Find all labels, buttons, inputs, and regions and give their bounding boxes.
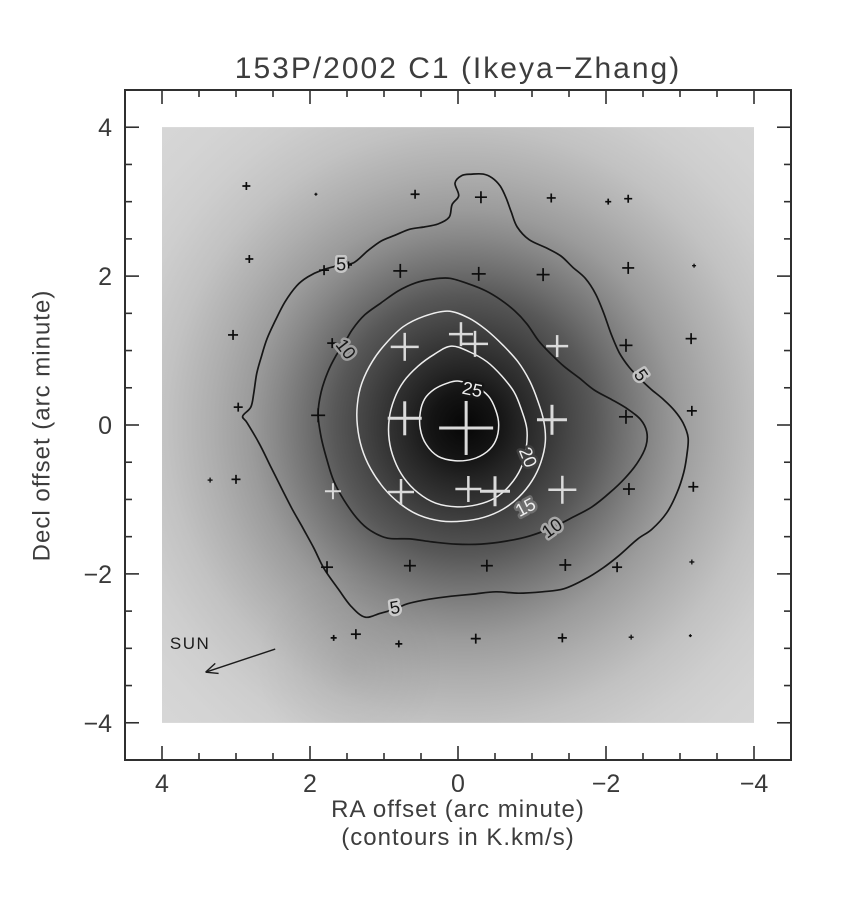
data-point-cross — [207, 477, 213, 483]
data-point-cross — [686, 405, 697, 416]
grayscale-map — [162, 127, 754, 723]
data-point-cross — [692, 263, 697, 268]
data-point-cross — [536, 404, 567, 435]
y-tick-label: 4 — [98, 114, 112, 142]
data-point-cross — [548, 475, 577, 504]
plot-title: 153P/2002 C1 (Ikeya−Zhang) — [234, 52, 682, 85]
data-point-cross — [395, 640, 403, 648]
data-point-cross — [480, 559, 493, 572]
data-point-cross — [462, 330, 489, 357]
contour-path-5 — [241, 172, 690, 619]
y-tick-label: −2 — [83, 561, 112, 589]
data-point-cross — [350, 629, 361, 640]
x-tick-label: −4 — [740, 770, 769, 798]
x-tick-label: −2 — [592, 770, 621, 798]
grayscale-faint-blobs — [255, 570, 445, 723]
data-point-cross — [410, 189, 420, 199]
data-point-cross — [388, 479, 415, 505]
data-point-cross — [242, 182, 251, 191]
sun-label: SUN — [170, 634, 210, 653]
data-point-cross — [344, 261, 352, 269]
data-point-cross — [439, 400, 494, 455]
y-tick-label: 0 — [98, 412, 112, 440]
data-point-cross — [685, 333, 697, 345]
axis-ticks — [125, 90, 791, 760]
data-point-cross — [618, 409, 633, 424]
data-point-cross — [455, 476, 482, 503]
data-points-group — [207, 182, 699, 648]
data-point-cross — [471, 266, 486, 281]
data-point-cross — [546, 193, 556, 203]
data-point-cross — [245, 254, 254, 263]
data-point-cross — [231, 474, 241, 484]
x-axis-sublabel: (contours in K.km/s) — [341, 824, 575, 851]
data-point-cross — [605, 198, 612, 205]
data-point-cross — [233, 402, 243, 412]
contour-path-25 — [418, 380, 500, 462]
contours-group — [241, 172, 690, 619]
contour-path-20 — [387, 345, 528, 508]
data-point-cross — [546, 335, 569, 358]
contour-path-15 — [356, 310, 547, 523]
data-point-cross — [319, 265, 330, 276]
data-point-cross — [327, 338, 338, 349]
data-point-cross — [474, 191, 487, 204]
data-point-cross — [393, 263, 408, 278]
y-tick-label: −4 — [83, 710, 112, 738]
data-point-cross — [228, 329, 239, 340]
data-point-cross — [557, 633, 567, 643]
data-point-cross — [689, 559, 695, 565]
x-tick-label: 0 — [451, 770, 465, 798]
data-point-cross — [559, 558, 572, 571]
data-point-cross — [324, 483, 341, 500]
data-point-cross — [688, 634, 692, 638]
data-point-cross — [612, 562, 623, 573]
sun-arrow — [205, 648, 276, 675]
x-tick-label: 2 — [303, 770, 317, 798]
data-point-cross — [330, 634, 337, 641]
data-point-cross — [619, 338, 633, 352]
data-point-cross — [311, 408, 326, 423]
data-point-cross — [470, 633, 481, 644]
data-point-cross — [387, 401, 422, 436]
data-point-cross — [321, 561, 334, 574]
x-tick-label: 4 — [155, 770, 169, 798]
data-point-cross — [403, 559, 416, 572]
data-point-cross — [448, 322, 473, 347]
data-point-cross — [688, 481, 699, 492]
data-point-cross — [480, 476, 510, 507]
data-point-cross — [622, 483, 635, 496]
contour-label-25: 25 — [460, 378, 484, 402]
data-point-cross — [314, 192, 318, 196]
y-tick-label: 2 — [98, 263, 112, 291]
y-axis-label: Decl offset (arc minute) — [28, 289, 56, 562]
data-point-cross — [628, 634, 634, 640]
x-axis-label: RA offset (arc minute) — [331, 796, 585, 823]
data-point-cross — [536, 268, 550, 282]
contour-path-10 — [317, 277, 649, 546]
contour-label-5: 5 — [336, 254, 346, 274]
data-point-cross — [390, 332, 419, 361]
data-point-cross — [624, 194, 633, 203]
data-point-cross — [622, 261, 635, 274]
